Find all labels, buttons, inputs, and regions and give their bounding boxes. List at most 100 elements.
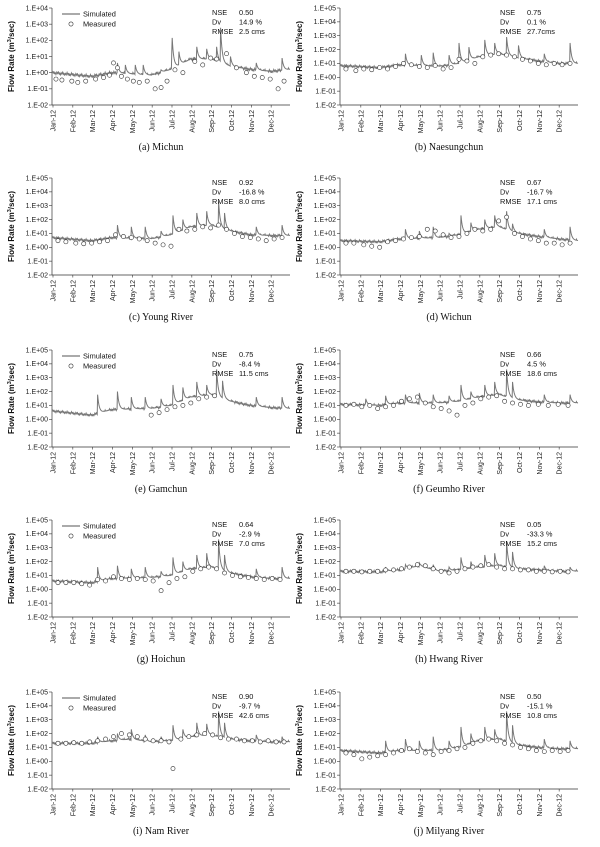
measured-point <box>478 396 484 402</box>
measured-point <box>393 238 398 244</box>
measured-point <box>83 78 89 84</box>
stat-nse-label: NSE <box>212 520 227 529</box>
x-tick-label: Nov-12 <box>537 280 544 303</box>
x-tick-label: Mar-12 <box>378 452 385 474</box>
y-tick-label: 1.E-02 <box>315 272 336 279</box>
measured-point <box>71 580 77 586</box>
measured-point <box>158 588 164 594</box>
x-tick-label: Sep-12 <box>209 110 216 133</box>
x-tick-label: Sep-12 <box>497 794 504 817</box>
measured-point <box>454 568 460 574</box>
measured-point <box>383 404 389 410</box>
stat-nse-label: NSE <box>212 8 227 17</box>
chart-panel: 1.E-02 1.E-01 1.E+00 1.E+01 1.E+02 1.E+03 1.E+… <box>7 689 291 837</box>
x-tick-label: Feb-12 <box>70 794 77 816</box>
simulated-series-line <box>51 27 291 79</box>
y-tick-label: 1.E+02 <box>26 217 48 224</box>
measured-point <box>172 67 178 73</box>
y-tick-label: 1.E-02 <box>27 102 48 109</box>
x-tick-label: Aug-12 <box>189 622 196 645</box>
measured-point <box>526 403 531 408</box>
measured-point <box>277 577 283 582</box>
y-tick-label: 1.E-02 <box>315 614 336 621</box>
measured-point <box>178 736 184 742</box>
measured-point <box>152 86 158 92</box>
y-tick-label: 1.E+05 <box>314 5 336 12</box>
y-tick-label: 1.E+05 <box>314 689 336 696</box>
measured-point <box>281 78 287 84</box>
measured-point <box>535 401 541 407</box>
x-tick-label: Dec-12 <box>269 622 276 645</box>
x-tick-label: Jan-12 <box>50 110 57 132</box>
stat-rmse-value: 17.1 cms <box>527 197 557 206</box>
measured-point <box>101 75 106 80</box>
measured-point <box>375 753 381 759</box>
x-tick-label: Aug-12 <box>477 622 484 645</box>
x-tick-label: Nov-12 <box>537 622 544 645</box>
y-tick-label: 1.E+05 <box>314 517 336 524</box>
measured-point <box>111 574 116 580</box>
y-tick-label: 1.E+03 <box>26 21 48 28</box>
x-tick-label: Mar-12 <box>378 280 385 302</box>
measured-point <box>454 412 460 418</box>
y-tick-label: 1.E-01 <box>315 258 336 265</box>
x-tick-label: Mar-12 <box>378 622 385 644</box>
x-tick-label: Jan-12 <box>50 452 57 474</box>
chart-caption: (d) Wichun <box>426 312 471 323</box>
measured-point <box>414 562 420 568</box>
measured-point <box>512 231 517 236</box>
measured-point <box>343 403 349 408</box>
measured-point <box>107 72 112 78</box>
x-tick-label: Nov-12 <box>537 110 544 133</box>
measured-point <box>502 398 508 404</box>
stat-dv-label: Dv <box>500 18 509 27</box>
measured-point <box>214 566 220 572</box>
stat-nse-label: NSE <box>212 350 227 359</box>
measured-point <box>424 65 430 70</box>
stat-dv-value: -33.3 % <box>527 530 553 539</box>
measured-point <box>343 568 349 574</box>
stat-dv-value: 0.1 % <box>527 18 546 27</box>
y-tick-label: 1.E+02 <box>314 389 336 396</box>
measured-point <box>486 394 492 400</box>
measured-point <box>351 240 357 246</box>
measured-point <box>269 576 275 581</box>
x-tick-label: Apr-12 <box>110 280 117 301</box>
measured-point <box>440 232 446 238</box>
x-tick-label: Sep-12 <box>209 452 216 475</box>
measured-point <box>416 234 422 239</box>
x-tick-label: Dec-12 <box>557 452 564 475</box>
x-tick-label: Jun-12 <box>438 280 445 302</box>
measured-point <box>470 740 476 746</box>
measured-point <box>526 746 531 752</box>
x-tick-label: Nov-12 <box>249 110 256 133</box>
measured-point <box>63 580 69 586</box>
y-tick-label: 1.E-01 <box>27 772 48 779</box>
x-tick-label: Jan-12 <box>338 110 345 132</box>
stat-rmse-label: RMSE <box>212 369 233 378</box>
measured-point <box>186 734 192 740</box>
x-tick-label: Oct-12 <box>229 622 236 643</box>
measured-point <box>53 76 59 82</box>
stat-rmse-value: 15.2 cms <box>527 539 557 548</box>
stat-rmse-label: RMSE <box>500 711 521 720</box>
measured-point <box>494 738 500 744</box>
measured-point <box>535 61 541 66</box>
measured-point <box>351 401 357 407</box>
y-tick-label: 1.E+02 <box>314 731 336 738</box>
x-tick-label: Sep-12 <box>209 280 216 303</box>
y-tick-label: 1.E+00 <box>314 417 336 424</box>
measured-point <box>136 236 142 242</box>
measured-point <box>216 222 221 228</box>
measured-point <box>126 732 132 738</box>
measured-point <box>369 67 375 73</box>
y-tick-label: 1.E+04 <box>26 189 48 196</box>
stat-nse-value: 0.92 <box>239 178 253 187</box>
measured-point <box>69 78 75 84</box>
y-tick-label: 1.E-01 <box>27 86 48 93</box>
measured-point <box>255 236 261 242</box>
y-tick-label: 1.E+03 <box>314 33 336 40</box>
y-axis-label: Flow Rate (m3/sec) <box>7 363 16 434</box>
stat-rmse-value: 11.5 cms <box>239 369 269 378</box>
chart-caption: (e) Gamchun <box>135 484 187 495</box>
